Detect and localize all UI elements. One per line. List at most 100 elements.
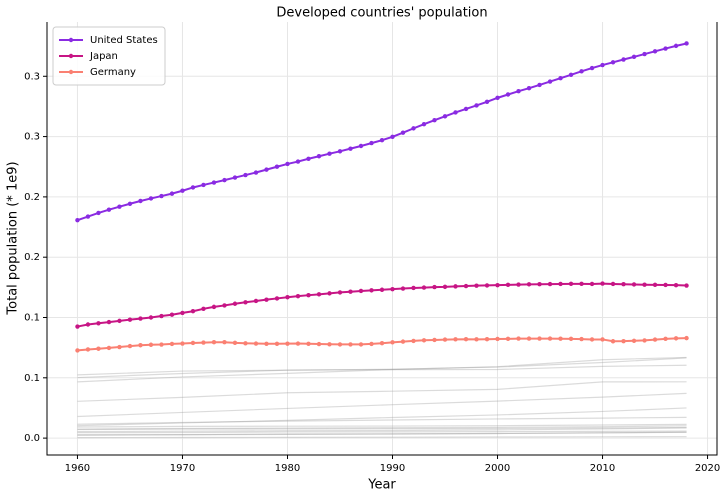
point [621,338,626,344]
point [652,337,658,342]
point [159,313,164,319]
point [547,336,553,341]
point [684,283,689,288]
background-line [77,430,687,434]
point [75,324,80,329]
point [379,340,385,346]
point [138,316,143,321]
point [316,154,322,159]
point [579,69,584,74]
y-tick-label: 0.2 [24,252,40,263]
point [516,336,521,341]
point [190,185,196,190]
point [369,288,374,293]
point [642,51,647,57]
point [432,117,437,123]
background-line [77,356,687,383]
point [558,336,563,341]
point [327,342,332,347]
point [463,337,469,342]
point [96,346,101,351]
y-tick-label: 0.1 [24,373,40,384]
point [358,288,364,294]
point [505,336,511,342]
legend-label: Japan [89,51,118,62]
point [610,60,616,65]
x-tick-label: 1970 [170,463,195,474]
point [358,143,364,149]
point [159,193,164,199]
point [190,309,196,314]
point [600,281,605,286]
point [337,149,343,154]
point [432,284,437,290]
point [589,65,595,71]
legend-label: United States [90,35,158,46]
point [348,289,353,294]
series-line [77,42,687,222]
point [232,340,238,346]
x-tick-label: 1990 [380,463,405,474]
point [673,336,679,341]
point [253,170,259,175]
point [327,151,332,156]
point [306,292,311,298]
point [568,336,574,342]
point [285,295,290,300]
point [211,304,217,310]
point [684,41,689,46]
point [190,340,196,346]
background-line [77,425,687,430]
point [264,341,269,346]
background-line [77,436,687,439]
point [537,282,542,287]
y-tick-label: 0.3 [24,132,40,143]
point [505,282,511,288]
point [222,340,227,345]
point [400,286,406,291]
point [337,290,343,295]
point [274,164,280,169]
point [621,57,626,62]
y-tick-label: 0.2 [24,192,40,203]
point [148,196,154,201]
point [621,282,626,287]
point [390,134,395,140]
point [169,312,175,317]
y-tick-label: 0.1 [24,313,40,324]
point [390,286,395,292]
point [526,282,532,287]
point [348,146,353,151]
point [106,207,112,212]
point [495,282,500,288]
chart-title: Developed countries' population [276,6,487,21]
point [537,336,542,341]
point [411,285,416,291]
legend: United States Japan Germany [52,26,166,86]
point [484,283,490,288]
point [96,210,101,216]
legend-marker [68,53,74,59]
point [600,337,605,342]
y-axis-label: Total population (* 1e9) [6,161,21,315]
point [673,282,679,288]
point [253,298,259,304]
point [400,339,406,344]
point [243,300,248,305]
point [463,106,469,112]
point [169,341,175,347]
point [516,89,521,94]
point [180,341,185,346]
point [568,72,574,78]
point [453,284,458,289]
point [526,86,532,91]
point [400,130,406,135]
point [211,340,217,345]
point [547,79,553,84]
point [201,306,206,312]
point [306,156,311,161]
x-tick-label: 2010 [590,463,615,474]
point [495,336,500,342]
background-line [77,423,687,428]
